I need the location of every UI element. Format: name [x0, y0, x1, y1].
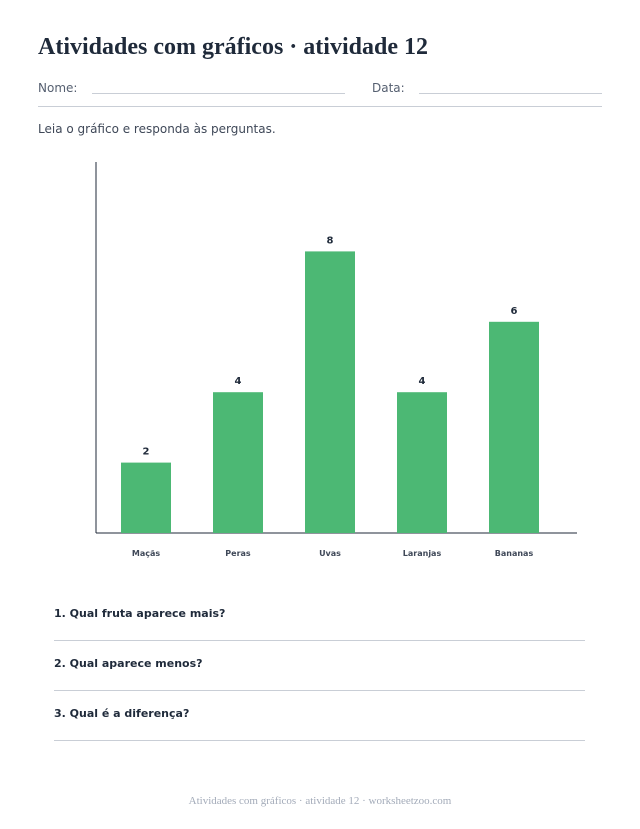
footer: Atividades com gráficos · atividade 12 ·… — [188, 795, 452, 807]
answer-line-2[interactable] — [54, 690, 585, 691]
bar-3 — [305, 251, 355, 533]
category-label-1: Maçãs — [132, 549, 161, 558]
date-label: Data: — [372, 81, 405, 95]
data-label-2: 4 — [235, 376, 242, 387]
answer-line-3[interactable] — [54, 740, 585, 741]
bar-5 — [489, 321, 539, 533]
question-3: 3. Qual é a diferença? — [54, 707, 190, 720]
answer-line-1[interactable] — [54, 640, 585, 641]
name-label: Nome: — [38, 81, 78, 95]
category-label-5: Bananas — [495, 549, 534, 558]
page-title: Atividades com gráficos · atividade 12 — [38, 34, 428, 60]
question-2: 2. Qual aparece menos? — [54, 657, 203, 670]
bar-chart: 2 Maçãs 4 Peras 8 Uvas 4 Laranjas 6 Bananas — [95, 162, 577, 558]
category-label-2: Peras — [225, 549, 251, 558]
question-1: 1. Qual fruta aparece mais? — [54, 607, 226, 620]
data-label-4: 4 — [419, 376, 426, 387]
name-field[interactable] — [92, 93, 345, 94]
category-label-3: Uvas — [319, 549, 341, 558]
category-label-4: Laranjas — [403, 549, 442, 558]
data-label-3: 8 — [327, 235, 334, 246]
bar-4 — [397, 392, 447, 533]
date-field[interactable] — [419, 93, 602, 94]
header-divider — [38, 106, 602, 107]
bar-2 — [213, 392, 263, 533]
bar-1 — [121, 462, 171, 533]
data-label-5: 6 — [511, 306, 518, 317]
instructions: Leia o gráfico e responda às perguntas. — [38, 122, 276, 136]
data-label-1: 2 — [143, 447, 150, 458]
